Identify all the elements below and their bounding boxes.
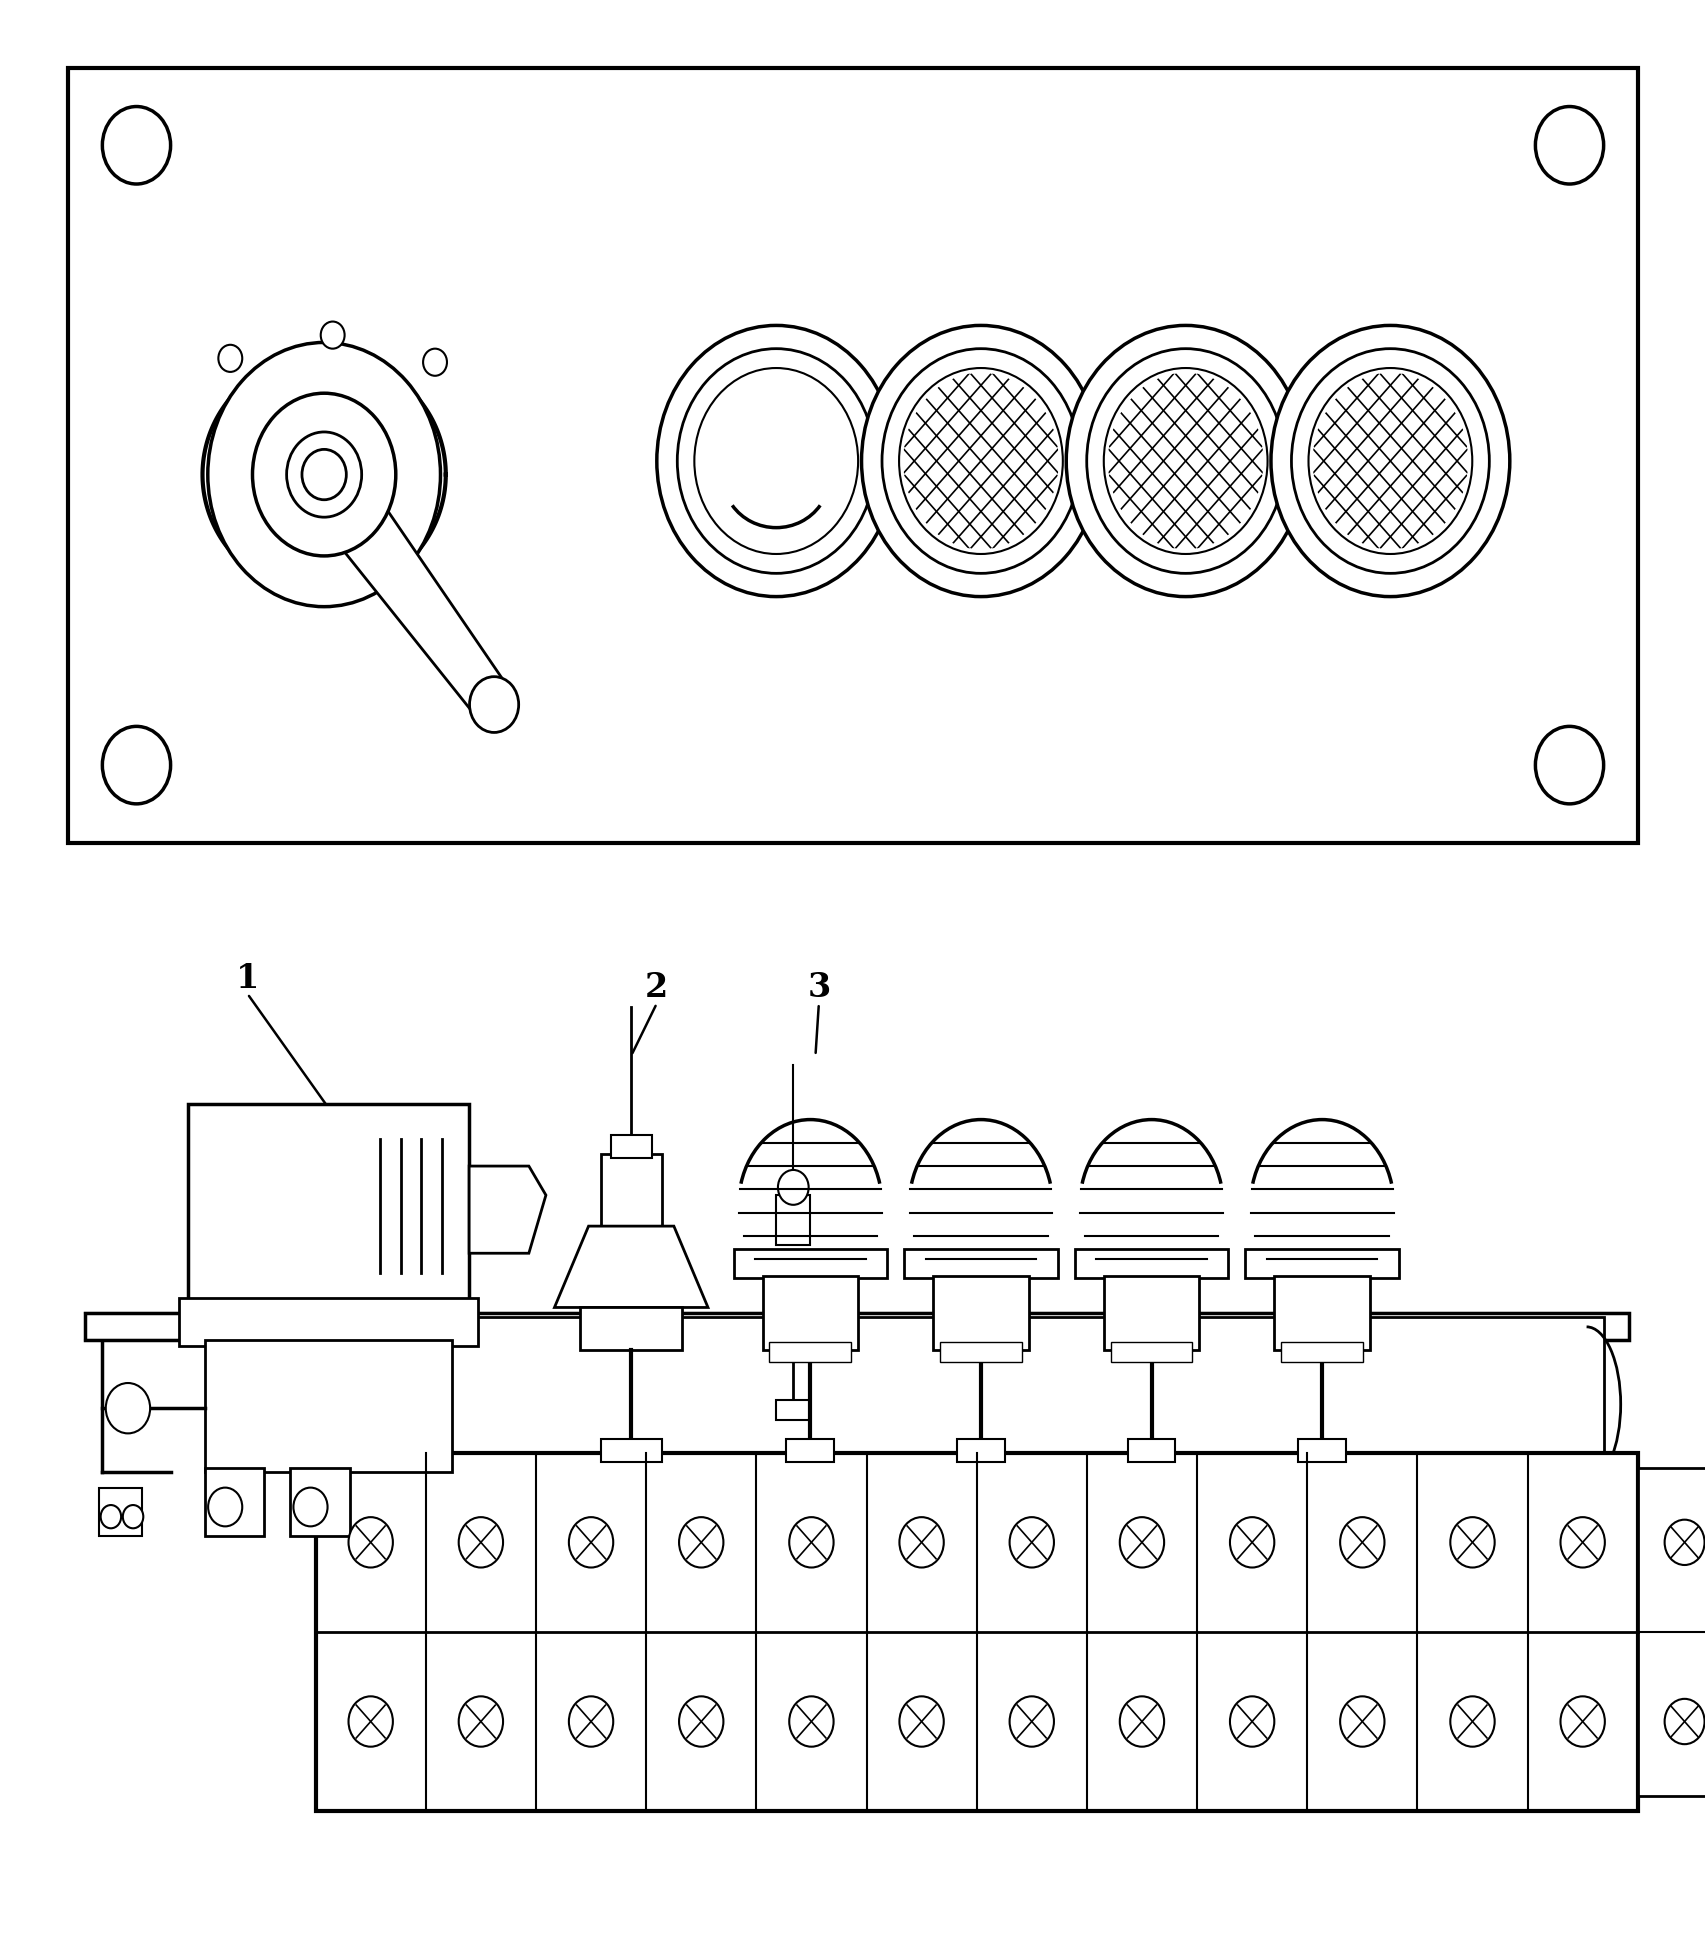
Circle shape	[321, 322, 344, 349]
Circle shape	[1664, 1521, 1703, 1565]
Circle shape	[469, 676, 518, 732]
Circle shape	[679, 1517, 723, 1567]
Circle shape	[1009, 1697, 1054, 1747]
Bar	[786, 1439, 834, 1462]
Bar	[762, 1276, 858, 1350]
Circle shape	[1066, 325, 1304, 597]
Bar	[1074, 1249, 1228, 1278]
Circle shape	[1103, 368, 1267, 554]
Circle shape	[568, 1517, 612, 1567]
Bar	[600, 1154, 662, 1226]
Bar	[957, 1439, 1004, 1462]
Circle shape	[423, 349, 447, 376]
Circle shape	[1229, 1517, 1274, 1567]
Circle shape	[568, 1697, 612, 1747]
Text: 3: 3	[806, 970, 830, 1005]
Circle shape	[1534, 726, 1603, 804]
Circle shape	[101, 1505, 121, 1528]
Circle shape	[1449, 1517, 1494, 1567]
Circle shape	[1291, 349, 1488, 573]
Bar	[1298, 1439, 1345, 1462]
Circle shape	[1118, 1517, 1163, 1567]
Circle shape	[899, 368, 1062, 554]
Circle shape	[777, 1170, 808, 1205]
Circle shape	[1308, 368, 1471, 554]
Circle shape	[789, 1697, 834, 1747]
Circle shape	[252, 393, 396, 556]
Bar	[1274, 1276, 1369, 1350]
Bar	[1127, 1439, 1175, 1462]
Circle shape	[102, 726, 170, 804]
Bar	[1637, 1468, 1705, 1796]
Bar	[769, 1342, 851, 1362]
Bar	[733, 1249, 887, 1278]
Circle shape	[348, 1697, 392, 1747]
Circle shape	[1340, 1517, 1384, 1567]
Circle shape	[348, 1517, 392, 1567]
Circle shape	[1229, 1697, 1274, 1747]
Bar	[85, 1313, 1628, 1340]
Bar	[290, 1468, 350, 1536]
Bar	[315, 1453, 1637, 1811]
Bar	[933, 1276, 1028, 1350]
Circle shape	[123, 1505, 143, 1528]
Bar	[315, 1317, 1603, 1491]
Circle shape	[459, 1517, 503, 1567]
Text: 2: 2	[644, 970, 668, 1005]
Circle shape	[106, 1383, 150, 1433]
Bar	[776, 1195, 810, 1245]
Circle shape	[899, 1517, 943, 1567]
Bar	[776, 1400, 810, 1420]
Circle shape	[302, 449, 346, 500]
Circle shape	[1534, 107, 1603, 184]
Bar	[580, 1307, 682, 1350]
Bar	[188, 1104, 469, 1307]
Polygon shape	[300, 451, 510, 719]
Circle shape	[1340, 1697, 1384, 1747]
Circle shape	[1560, 1697, 1604, 1747]
Polygon shape	[469, 1166, 546, 1253]
Circle shape	[1560, 1517, 1604, 1567]
Circle shape	[1270, 325, 1509, 597]
Bar	[205, 1340, 452, 1472]
Polygon shape	[554, 1226, 708, 1307]
Circle shape	[899, 1697, 943, 1747]
Circle shape	[881, 349, 1079, 573]
Circle shape	[1086, 349, 1284, 573]
Circle shape	[459, 1697, 503, 1747]
Circle shape	[1449, 1697, 1494, 1747]
Bar	[779, 1307, 806, 1346]
Bar	[610, 1135, 651, 1158]
Circle shape	[656, 325, 895, 597]
Text: 1: 1	[235, 961, 259, 996]
Circle shape	[218, 345, 242, 372]
Circle shape	[1009, 1517, 1054, 1567]
Bar	[904, 1249, 1057, 1278]
Bar	[179, 1298, 477, 1346]
Bar	[99, 1488, 142, 1536]
Circle shape	[694, 368, 858, 554]
Circle shape	[1118, 1697, 1163, 1747]
Circle shape	[208, 343, 440, 606]
Circle shape	[677, 349, 875, 573]
Circle shape	[208, 1488, 242, 1526]
Circle shape	[293, 1488, 327, 1526]
Bar	[1245, 1249, 1398, 1278]
Bar	[939, 1342, 1021, 1362]
Circle shape	[789, 1517, 834, 1567]
Bar	[1110, 1342, 1192, 1362]
Circle shape	[1664, 1699, 1703, 1743]
Polygon shape	[203, 354, 445, 595]
Bar	[1103, 1276, 1199, 1350]
Bar	[1280, 1342, 1362, 1362]
Bar	[600, 1439, 662, 1462]
Bar	[205, 1468, 264, 1536]
Circle shape	[102, 107, 170, 184]
Circle shape	[861, 325, 1100, 597]
Circle shape	[679, 1697, 723, 1747]
Circle shape	[286, 432, 361, 517]
Bar	[68, 68, 1637, 843]
